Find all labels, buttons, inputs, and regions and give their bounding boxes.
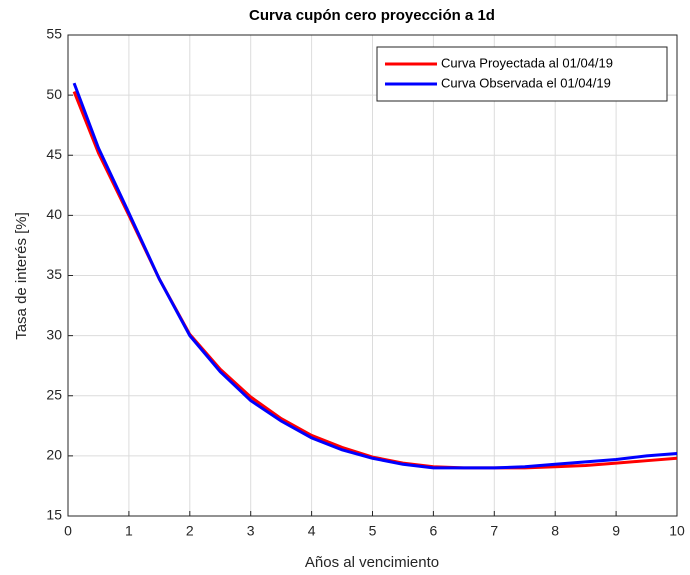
x-tick-label: 4 xyxy=(308,523,316,539)
x-tick-label: 1 xyxy=(125,523,133,539)
y-tick-label: 45 xyxy=(46,146,62,162)
x-tick-label: 5 xyxy=(369,523,377,539)
y-tick-label: 35 xyxy=(46,266,62,282)
y-axis-label: Tasa de interés [%] xyxy=(13,212,30,340)
y-tick-label: 55 xyxy=(46,26,62,42)
x-tick-label: 3 xyxy=(247,523,255,539)
y-tick-label: 25 xyxy=(46,386,62,402)
legend-label: Curva Proyectada al 01/04/19 xyxy=(441,55,613,70)
x-tick-label: 10 xyxy=(669,523,685,539)
y-tick-label: 30 xyxy=(46,326,62,342)
x-tick-label: 2 xyxy=(186,523,194,539)
x-axis-label: Años al vencimiento xyxy=(305,554,439,571)
y-tick-label: 50 xyxy=(46,86,62,102)
legend-label: Curva Observada el 01/04/19 xyxy=(441,75,611,90)
x-tick-label: 8 xyxy=(551,523,559,539)
chart: Curva cupón cero proyección a 1d Años al… xyxy=(0,0,690,575)
x-tick-label: 9 xyxy=(612,523,620,539)
y-tick-label: 15 xyxy=(46,507,62,523)
y-tick-label: 20 xyxy=(46,447,62,463)
x-tick-label: 7 xyxy=(490,523,498,539)
x-tick-label: 6 xyxy=(430,523,438,539)
chart-title: Curva cupón cero proyección a 1d xyxy=(249,7,495,24)
x-tick-label: 0 xyxy=(64,523,72,539)
y-tick-label: 40 xyxy=(46,206,62,222)
